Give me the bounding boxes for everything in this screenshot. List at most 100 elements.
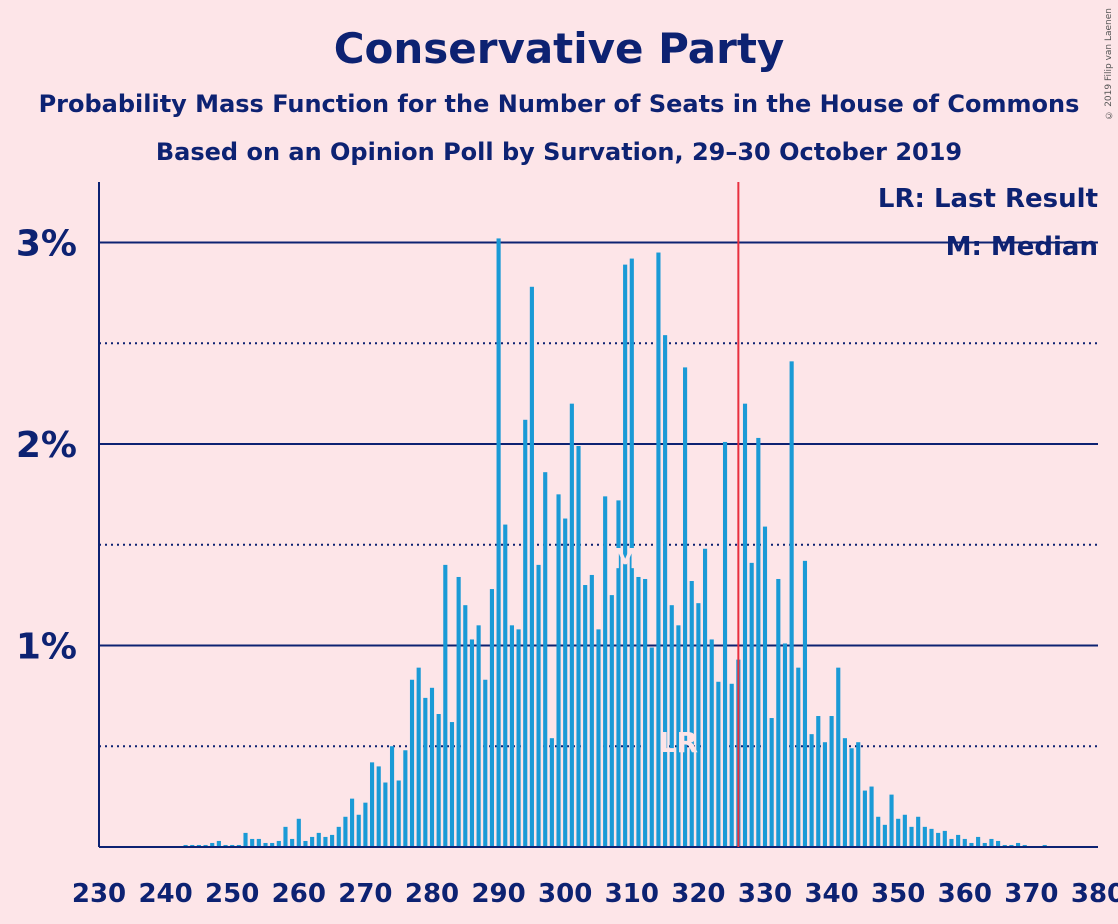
bar (369, 762, 375, 847)
bar (802, 560, 808, 847)
bar (310, 836, 315, 847)
chart-subtitle: Probability Mass Function for the Number… (38, 90, 1080, 118)
bar (696, 603, 701, 847)
bar (563, 518, 568, 847)
x-tick-label: 360 (938, 879, 992, 909)
bar (756, 437, 761, 847)
bar (316, 832, 321, 847)
bar (782, 643, 788, 847)
bar (922, 826, 927, 847)
y-tick-label: 3% (16, 223, 77, 264)
bar (203, 844, 208, 847)
bar (609, 595, 614, 847)
bar (902, 814, 907, 847)
bar (882, 824, 887, 847)
bar (463, 605, 468, 847)
bar (556, 494, 561, 847)
bar (263, 842, 268, 847)
bar (529, 286, 534, 848)
bar (749, 562, 754, 847)
bar (643, 578, 648, 847)
x-tick-label: 350 (871, 879, 925, 909)
bar (989, 838, 994, 847)
x-tick-label: 320 (671, 879, 725, 909)
bar (589, 574, 594, 847)
bar (663, 335, 668, 847)
x-tick-label: 330 (738, 879, 792, 909)
bar (343, 816, 348, 847)
bar (1016, 842, 1021, 847)
bar (689, 581, 694, 847)
bar (949, 838, 954, 847)
bar (250, 838, 255, 847)
bar (729, 683, 734, 847)
axes (98, 182, 1098, 848)
markers: LR M (611, 542, 698, 759)
bar (683, 367, 688, 847)
bar (929, 828, 934, 847)
bar (742, 403, 748, 847)
bar (769, 718, 774, 847)
bar (583, 585, 588, 847)
x-tick-label: 300 (538, 879, 592, 909)
bar (982, 842, 987, 847)
bar (1042, 844, 1047, 847)
x-tick-labels: 230 240 250 260 270 280 290 300 310 320 330 340 350 3… (72, 879, 1118, 909)
bar (216, 840, 221, 847)
bar (190, 844, 195, 847)
bar (1002, 844, 1007, 847)
bar (469, 639, 475, 847)
bar (429, 687, 435, 847)
bar (543, 472, 548, 847)
x-tick-label: 290 (471, 879, 525, 909)
bar (443, 564, 448, 847)
x-tick-label: 230 (72, 879, 126, 909)
bar (702, 548, 708, 847)
bar (856, 742, 861, 847)
chart-subtitle-poll: Based on an Opinion Poll by Survation, 2… (155, 138, 963, 166)
bar (936, 832, 941, 847)
bar (549, 738, 554, 847)
bar (669, 605, 674, 847)
bar (536, 564, 541, 847)
x-tick-label: 370 (1004, 879, 1058, 909)
y-tick-labels: 1% 2% 3% (16, 223, 77, 667)
bar (403, 750, 408, 847)
bar (483, 679, 488, 847)
bar (356, 814, 361, 847)
bar (383, 782, 388, 847)
bar (603, 496, 608, 847)
x-tick-label: 270 (338, 879, 392, 909)
bar (516, 629, 521, 847)
bar (409, 679, 415, 847)
bar (862, 790, 867, 847)
bar (1022, 844, 1027, 847)
copyright-note: © 2019 Filip van Laenen (1104, 8, 1114, 120)
bar (416, 667, 421, 847)
bar (456, 576, 461, 847)
bar (350, 798, 355, 847)
bar (836, 667, 841, 847)
bar (336, 826, 341, 847)
bar (396, 780, 401, 847)
bar (942, 830, 947, 847)
x-tick-label: 310 (605, 879, 659, 909)
bar (436, 714, 441, 847)
bar (243, 832, 248, 847)
bar (889, 794, 894, 847)
bar (809, 734, 814, 847)
bar (636, 576, 641, 847)
bar (656, 252, 661, 848)
bar (296, 818, 301, 847)
bar (1009, 844, 1014, 847)
bar (996, 840, 1001, 847)
bar (363, 802, 368, 847)
bar (236, 844, 241, 847)
median-marker: M (611, 542, 639, 575)
bar (290, 838, 295, 847)
bar (256, 838, 261, 847)
bar (876, 816, 881, 847)
bar (489, 589, 495, 847)
bar (576, 445, 581, 847)
